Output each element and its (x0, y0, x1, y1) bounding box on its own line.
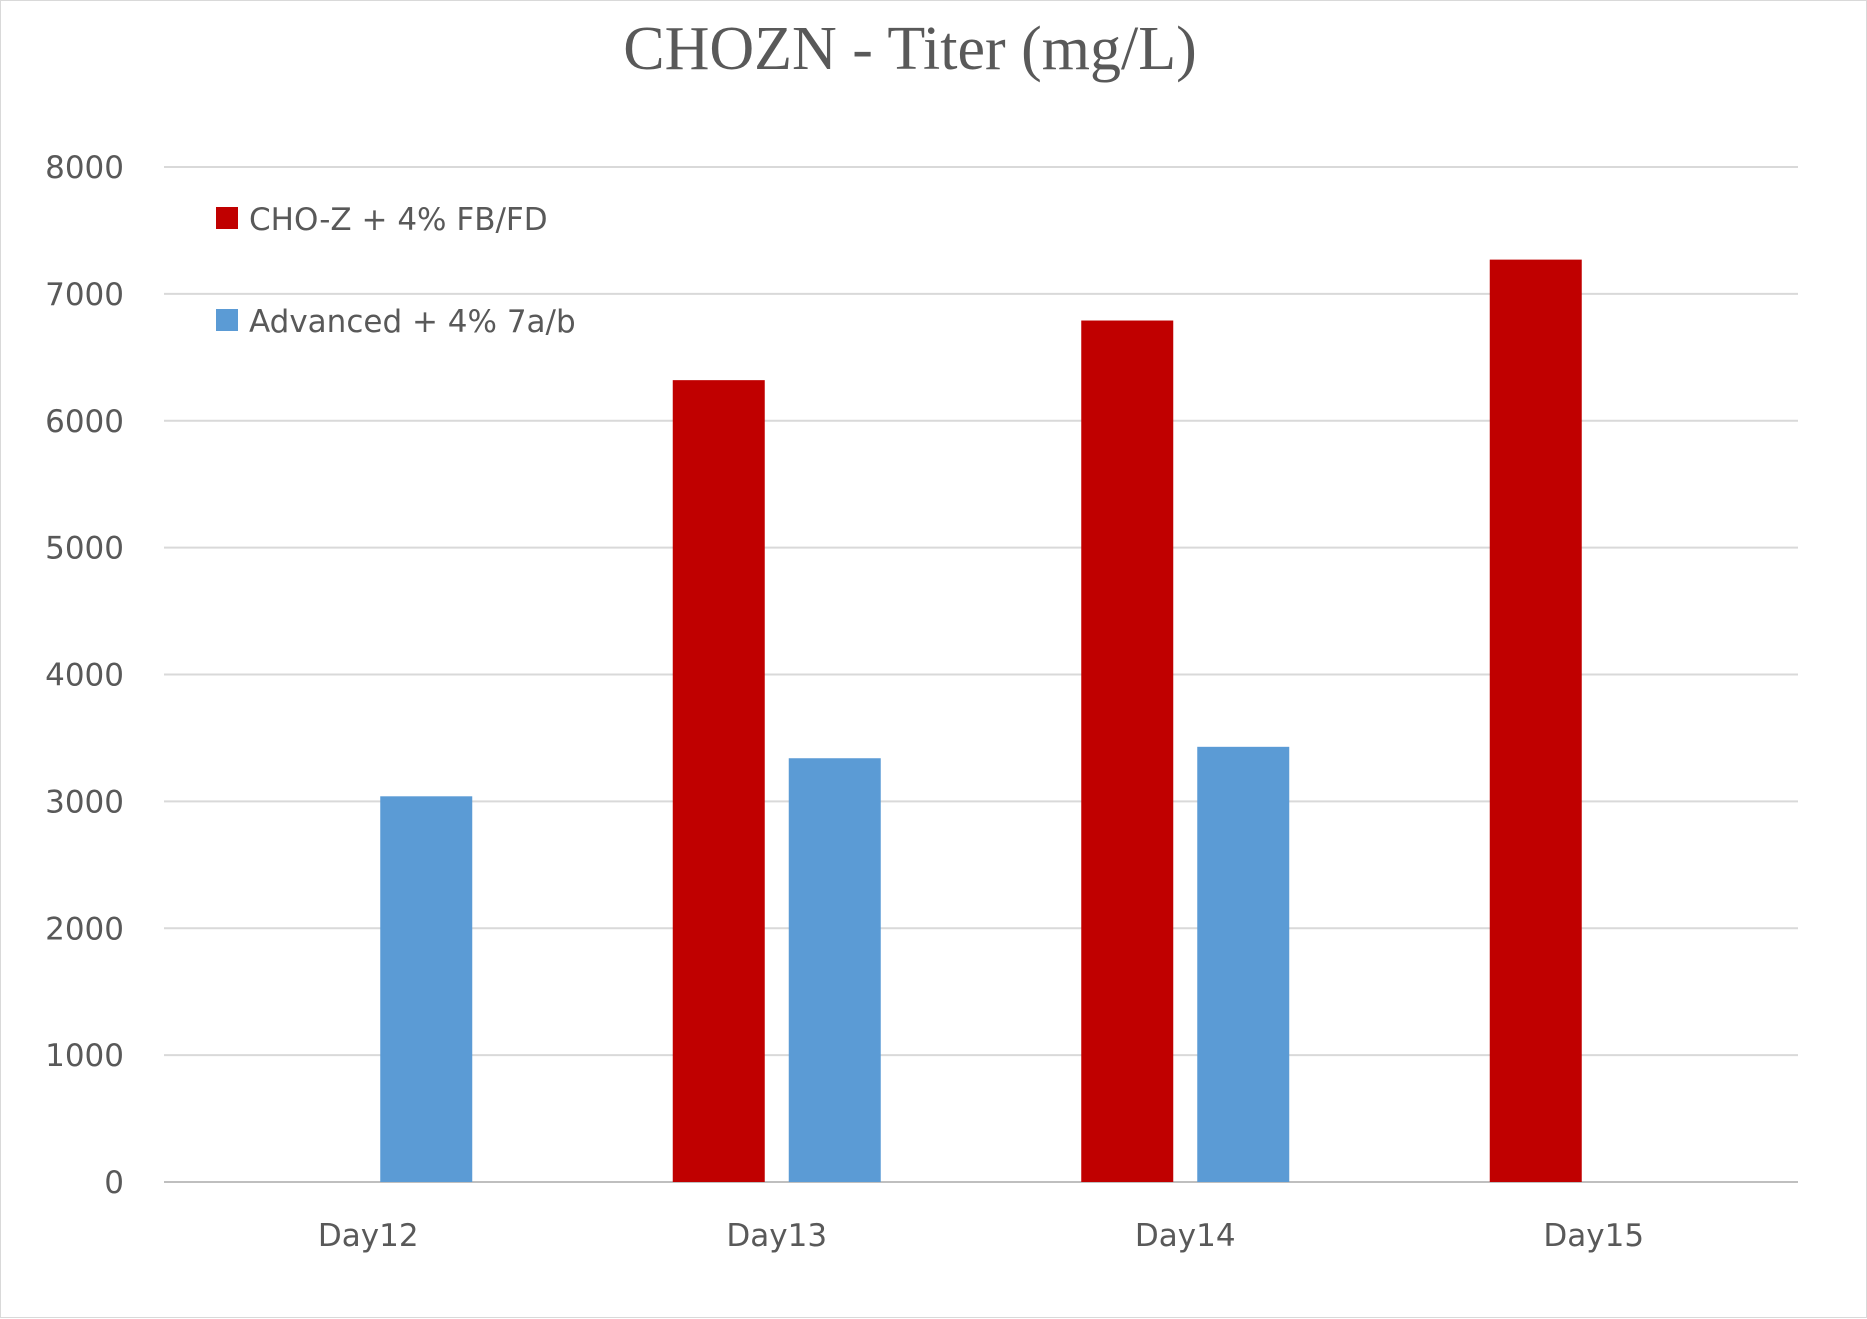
legend-label: Advanced + 4% 7a/b (249, 304, 576, 340)
legend-swatch (216, 309, 238, 331)
bar-advanced-4-7a-b-day12 (380, 796, 473, 1182)
chart-title: CHOZN - Titer (mg/L) (623, 15, 1197, 83)
bar-cho-z-4-fb-fd-day13 (672, 380, 765, 1182)
y-tick-label: 3000 (45, 784, 124, 820)
y-tick-label: 7000 (45, 277, 124, 313)
bar-cho-z-4-fb-fd-day14 (1081, 320, 1174, 1182)
bars (380, 259, 1582, 1182)
y-axis-ticks: 0 1000 2000 3000 4000 5000 6000 7000 8000 (45, 150, 124, 1201)
legend-swatch (216, 207, 238, 229)
y-tick-label: 8000 (45, 150, 124, 186)
x-tick-label: Day14 (1135, 1218, 1236, 1254)
x-axis-ticks: Day12 Day13 Day14 Day15 (318, 1218, 1644, 1254)
x-tick-label: Day13 (726, 1218, 827, 1254)
y-tick-label: 6000 (45, 404, 124, 440)
y-tick-label: 2000 (45, 911, 124, 947)
y-tick-label: 1000 (45, 1038, 124, 1074)
y-tick-label: 5000 (45, 531, 124, 567)
legend: CHO-Z + 4% FB/FD Advanced + 4% 7a/b (216, 202, 576, 340)
x-tick-label: Day15 (1543, 1218, 1644, 1254)
legend-label: CHO-Z + 4% FB/FD (249, 202, 548, 238)
bar-advanced-4-7a-b-day14 (1197, 746, 1290, 1182)
bar-advanced-4-7a-b-day13 (788, 758, 881, 1182)
y-tick-label: 4000 (45, 658, 124, 694)
y-tick-label: 0 (104, 1165, 124, 1201)
bar-cho-z-4-fb-fd-day15 (1489, 259, 1582, 1182)
x-tick-label: Day12 (318, 1218, 419, 1254)
